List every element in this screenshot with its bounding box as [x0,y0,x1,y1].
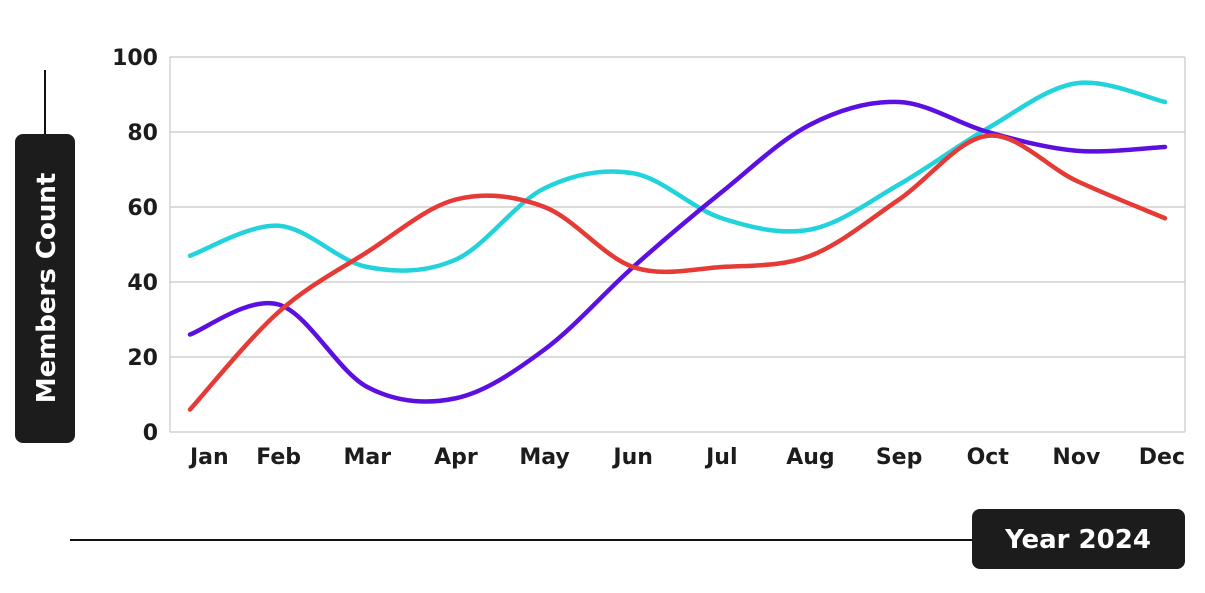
x-tick-label: Jan [188,445,229,470]
series-line-1 [187,80,1168,273]
y-tick-label: 80 [127,121,158,146]
x-tick-label: Oct [967,445,1010,470]
x-tick-label: Jun [611,445,653,470]
y-axis-title-box [15,134,75,443]
grid-lines [169,56,1186,433]
series-line-2 [187,99,1168,404]
x-tick-label: Mar [343,445,391,470]
x-axis-title: Year 2024 [1004,525,1151,555]
x-tick-label: Apr [434,445,478,470]
y-tick-label: 20 [127,346,158,371]
x-tick-label: Jul [704,445,737,470]
x-axis-title-badge: Year 2024 [70,509,1185,569]
x-tick-label: Sep [876,445,923,470]
x-tick-label: Aug [786,445,834,470]
y-axis-title: Members Count [32,173,62,404]
x-tick-label: Dec [1139,445,1185,470]
y-tick-label: 40 [127,271,158,296]
x-axis-ticks: Jan Feb Mar Apr May Jun Jul Aug Sep Oct Nov Dec [188,445,1185,470]
x-axis-title-box [972,509,1185,569]
y-tick-label: 100 [112,46,158,71]
series-lines [187,80,1168,412]
y-tick-label: 0 [143,421,158,446]
y-axis-ticks: 0 20 40 60 80 100 [112,46,158,446]
x-tick-label: Nov [1052,445,1101,470]
y-axis-title-badge: Members Count [15,70,75,443]
x-tick-label: May [519,445,569,470]
series-line-3 [187,133,1168,412]
y-tick-label: 60 [127,196,158,221]
x-tick-label: Feb [256,445,301,470]
